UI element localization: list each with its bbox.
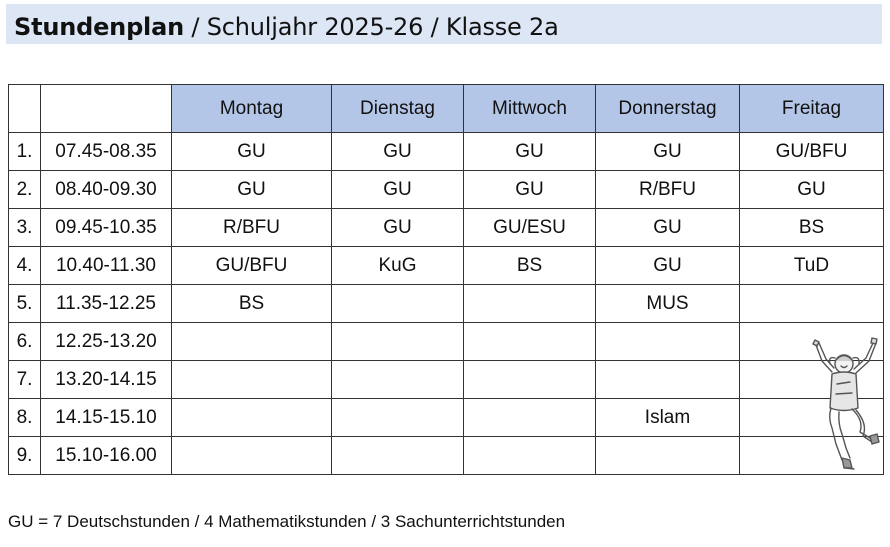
lesson-cell: MUS: [595, 284, 740, 323]
title-main: Stundenplan: [14, 13, 184, 41]
lesson-cell: GU: [331, 132, 464, 171]
title-bar: Stundenplan / Schuljahr 2025-26 / Klasse…: [6, 4, 882, 44]
cheering-child-icon: [812, 337, 880, 470]
header-row: Montag Dienstag Mittwoch Donnerstag Frei…: [8, 84, 884, 133]
lesson-cell: [463, 360, 596, 399]
period-time: 09.45-10.35: [40, 208, 172, 247]
lesson-cell: GU: [739, 170, 884, 209]
period-time: 11.35-12.25: [40, 284, 172, 323]
lesson-cell: GU/BFU: [739, 132, 884, 171]
period-time: 10.40-11.30: [40, 246, 172, 285]
period-time: 08.40-09.30: [40, 170, 172, 209]
lesson-cell: [171, 398, 332, 437]
period-number: 4.: [8, 246, 41, 285]
lesson-cell: [331, 436, 464, 475]
lesson-cell: GU: [331, 208, 464, 247]
period-number: 9.: [8, 436, 41, 475]
day-header-monday: Montag: [171, 84, 332, 133]
lesson-cell: [463, 284, 596, 323]
lesson-cell: [739, 436, 884, 475]
lesson-cell: [331, 284, 464, 323]
lesson-cell: KuG: [331, 246, 464, 285]
table-row: 1. 07.45-08.35 GU GU GU GU GU/BFU: [8, 132, 884, 171]
period-time: 07.45-08.35: [40, 132, 172, 171]
lesson-cell: GU/ESU: [463, 208, 596, 247]
period-number: 5.: [8, 284, 41, 323]
table-row: 2. 08.40-09.30 GU GU GU R/BFU GU: [8, 170, 884, 209]
lesson-cell: [331, 398, 464, 437]
page-title: Stundenplan / Schuljahr 2025-26 / Klasse…: [14, 13, 559, 41]
day-header-tuesday: Dienstag: [331, 84, 464, 133]
period-number: 6.: [8, 322, 41, 361]
period-number: 8.: [8, 398, 41, 437]
period-time: 15.10-16.00: [40, 436, 172, 475]
lesson-cell: [463, 322, 596, 361]
day-header-thursday: Donnerstag: [595, 84, 740, 133]
period-number: 7.: [8, 360, 41, 399]
lesson-cell: [595, 360, 740, 399]
lesson-cell: GU: [595, 208, 740, 247]
lesson-cell: [463, 398, 596, 437]
header-blank-number: [8, 84, 41, 133]
table-row: 9. 15.10-16.00: [8, 436, 884, 475]
lesson-cell: GU: [171, 170, 332, 209]
lesson-cell: [739, 284, 884, 323]
period-time: 13.20-14.15: [40, 360, 172, 399]
lesson-cell: GU: [463, 132, 596, 171]
lesson-cell: GU: [463, 170, 596, 209]
table-row: 4. 10.40-11.30 GU/BFU KuG BS GU TuD: [8, 246, 884, 285]
title-subtitle: / Schuljahr 2025-26 / Klasse 2a: [183, 13, 559, 41]
timetable: Montag Dienstag Mittwoch Donnerstag Frei…: [8, 84, 884, 475]
table-row: 6. 12.25-13.20: [8, 322, 884, 361]
lesson-cell: [171, 360, 332, 399]
lesson-cell: [595, 322, 740, 361]
table-row: 7. 13.20-14.15: [8, 360, 884, 399]
day-header-wednesday: Mittwoch: [463, 84, 596, 133]
period-time: 14.15-15.10: [40, 398, 172, 437]
lesson-cell: [463, 436, 596, 475]
period-number: 3.: [8, 208, 41, 247]
lesson-cell: R/BFU: [595, 170, 740, 209]
lesson-cell: GU/BFU: [171, 246, 332, 285]
lesson-cell: [331, 322, 464, 361]
table-row: 3. 09.45-10.35 R/BFU GU GU/ESU GU BS: [8, 208, 884, 247]
legend-note: GU = 7 Deutschstunden / 4 Mathematikstun…: [8, 512, 566, 531]
lesson-cell: BS: [739, 208, 884, 247]
lesson-cell: BS: [171, 284, 332, 323]
header-blank-time: [40, 84, 172, 133]
day-header-friday: Freitag: [739, 84, 884, 133]
lesson-cell: R/BFU: [171, 208, 332, 247]
lesson-cell: [595, 436, 740, 475]
lesson-cell: [171, 436, 332, 475]
period-number: 1.: [8, 132, 41, 171]
period-number: 2.: [8, 170, 41, 209]
lesson-cell: GU: [331, 170, 464, 209]
table-row: 5. 11.35-12.25 BS MUS: [8, 284, 884, 323]
lesson-cell: BS: [463, 246, 596, 285]
lesson-cell: [171, 322, 332, 361]
lesson-cell: GU: [171, 132, 332, 171]
lesson-cell: TuD: [739, 246, 884, 285]
lesson-cell: [331, 360, 464, 399]
table-row: 8. 14.15-15.10 Islam: [8, 398, 884, 437]
period-time: 12.25-13.20: [40, 322, 172, 361]
lesson-cell: GU: [595, 132, 740, 171]
lesson-cell: GU: [595, 246, 740, 285]
lesson-cell: Islam: [595, 398, 740, 437]
